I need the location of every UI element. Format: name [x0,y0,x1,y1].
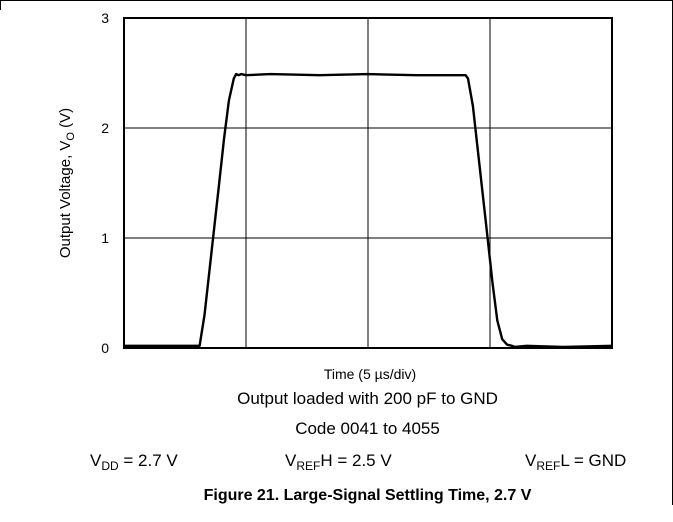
y-axis-label-sub: O [65,132,77,141]
y-tick-label: 2 [101,120,109,136]
y-axis-label-unit: (V) [57,108,74,132]
x-axis-label: Time (5 µs/div) [323,366,417,382]
chart: 0 1 2 3 Output Voltage, VO (V) [57,10,613,356]
code-condition: Code 0041 to 4055 [295,419,440,438]
y-axis-label-main: Output Voltage, V [57,141,74,259]
plot-area [123,17,613,349]
y-tick-label: 0 [101,340,109,356]
y-tick-labels: 0 1 2 3 [101,10,109,356]
grid-lines [124,18,612,348]
figure-caption: Figure 21. Large-Signal Settling Time, 2… [203,487,532,504]
frame-left-border [0,0,1,10]
load-condition: Output loaded with 200 pF to GND [237,389,498,408]
vdd-condition: VDD = 2.7 V [90,451,178,473]
frame-top-border [0,0,673,1]
series-line [124,72,613,349]
y-axis-label: Output Voltage, VO (V) [57,108,77,258]
y-tick-label: 1 [101,230,109,246]
y-tick-label: 3 [101,10,109,26]
vrefh-condition: VREFH = 2.5 V [285,451,392,473]
vrefl-condition: VREFL = GND [525,451,627,473]
